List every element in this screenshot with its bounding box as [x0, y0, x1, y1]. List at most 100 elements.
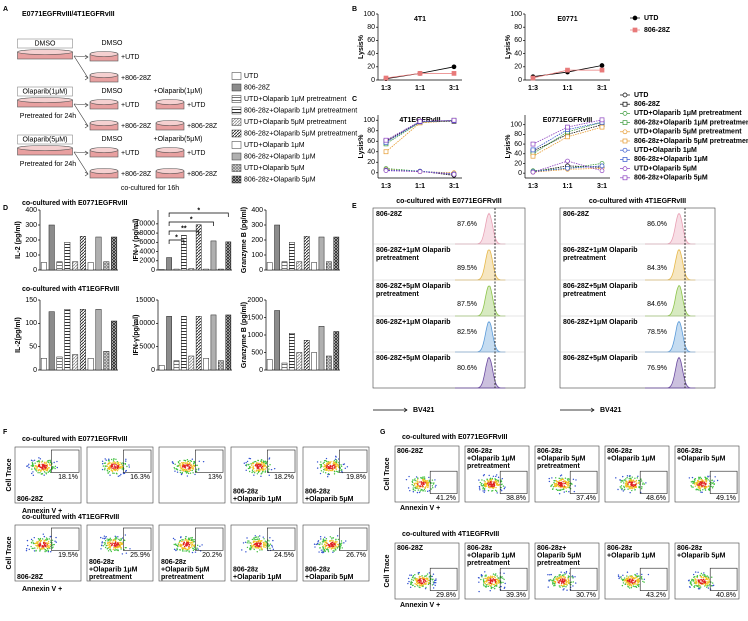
event-dot: [49, 459, 51, 461]
event-dot: [699, 579, 701, 581]
event-dot: [553, 479, 555, 482]
event-dot: [331, 538, 333, 540]
y-tick-label: 20: [514, 160, 522, 167]
event-dot: [417, 481, 420, 483]
event-dot: [109, 461, 111, 464]
event-dot: [628, 486, 631, 488]
axis-label: Cell Trace: [6, 458, 13, 491]
event-dot: [697, 582, 699, 584]
event-dot: [48, 542, 50, 544]
event-dot: [497, 476, 500, 479]
event-dot: [487, 484, 490, 486]
event-dot: [194, 473, 196, 476]
event-dot: [716, 479, 719, 482]
event-dot: [259, 465, 261, 467]
panel-letter: B: [352, 6, 357, 13]
event-dot: [697, 485, 700, 488]
event-dot: [321, 543, 323, 545]
event-dot: [128, 464, 130, 466]
y-tick-label: 50: [29, 344, 37, 351]
axis-label: Annexin V +: [22, 586, 62, 593]
event-dot: [322, 540, 324, 543]
event-dot: [172, 462, 174, 465]
event-dot: [489, 576, 492, 579]
y-tick-label: 100: [510, 122, 522, 129]
event-dot: [631, 476, 633, 478]
event-dot: [570, 581, 573, 583]
event-dot: [480, 578, 482, 581]
event-dot: [432, 486, 434, 489]
event-dot: [705, 486, 707, 489]
gate: [709, 470, 738, 494]
event-dot: [494, 585, 496, 588]
event-dot: [620, 578, 623, 580]
event-dot: [116, 473, 118, 475]
event-dot: [188, 550, 190, 552]
event-dot: [254, 460, 257, 463]
event-dot: [100, 548, 102, 550]
series-line: [385, 120, 455, 153]
event-dot: [417, 572, 419, 574]
event-dot: [626, 571, 629, 573]
event-dot: [181, 463, 184, 465]
event-dot: [555, 480, 557, 482]
legend-swatch: [231, 164, 242, 172]
event-dot: [38, 457, 40, 459]
event-dot: [572, 581, 575, 583]
event-dot: [633, 581, 635, 583]
event-dot: [426, 481, 428, 483]
event-dot: [186, 464, 188, 467]
legend-label: UTD+Olaparib 5μM pretreatment: [244, 119, 346, 126]
event-dot: [620, 481, 622, 483]
event-dot: [553, 481, 555, 484]
legend-label: UTD+Olaparib 1μM: [634, 147, 697, 154]
bar: [188, 268, 195, 271]
event-dot: [504, 486, 506, 488]
event-dot: [196, 544, 199, 547]
event-dot: [340, 464, 342, 466]
event-dot: [565, 490, 568, 493]
plot-label: 806-28z: [467, 448, 493, 455]
well-label: +UTD: [121, 54, 139, 61]
event-dot: [625, 577, 628, 580]
event-dot: [335, 461, 337, 463]
event-dot: [179, 464, 181, 467]
percent: 78.5%: [647, 329, 667, 336]
event-dot: [112, 540, 115, 542]
event-dot: [179, 543, 182, 545]
event-dot: [415, 482, 418, 485]
event-dot: [631, 489, 633, 492]
event-dot: [498, 577, 500, 580]
percent: 49.1%: [716, 495, 736, 502]
event-dot: [182, 462, 185, 464]
event-dot: [262, 468, 264, 470]
event-dot: [549, 574, 551, 576]
event-dot: [635, 576, 637, 579]
event-dot: [415, 479, 417, 482]
event-dot: [261, 467, 263, 469]
legend-label: UTD+Olaparib 1μM pretreatment: [634, 110, 742, 117]
event-dot: [416, 477, 419, 479]
event-dot: [322, 551, 325, 553]
y-tick-label: 40: [514, 151, 522, 158]
percent: 29.8%: [436, 592, 456, 599]
event-dot: [478, 581, 480, 583]
event-dot: [554, 581, 557, 583]
event-dot: [317, 540, 320, 542]
event-dot: [626, 480, 628, 483]
event-dot: [26, 539, 29, 542]
column-head: DMSO: [102, 136, 124, 143]
event-dot: [617, 575, 620, 578]
event-dot: [435, 578, 437, 580]
event-dot: [559, 577, 561, 579]
percent: 89.5%: [457, 265, 477, 272]
event-dot: [265, 546, 267, 548]
event-dot: [694, 579, 696, 581]
event-dot: [38, 462, 40, 464]
event-dot: [181, 539, 183, 541]
event-dot: [434, 579, 436, 582]
event-dot: [105, 544, 108, 547]
event-dot: [562, 589, 564, 591]
data-point: [451, 117, 457, 123]
event-dot: [566, 478, 569, 480]
